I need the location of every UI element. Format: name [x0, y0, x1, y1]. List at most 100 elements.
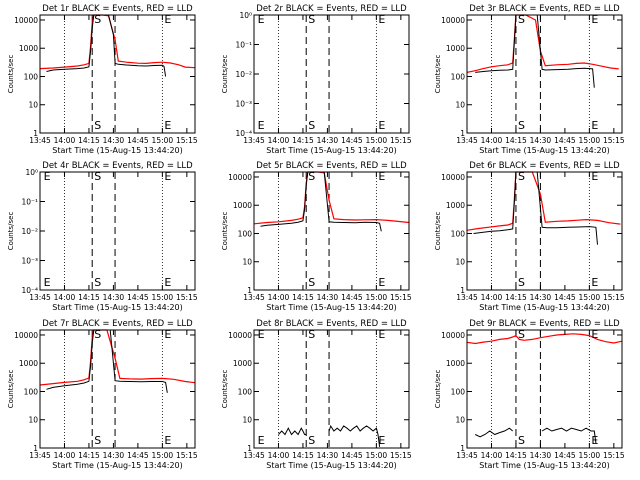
y-tick-label: 10000	[14, 16, 38, 25]
end-marker-label: E	[164, 13, 171, 26]
x-tick-label: 13:45	[456, 136, 478, 145]
x-tick-label: 14:45	[554, 293, 576, 302]
chart-title: Det 7r BLACK = Events, RED = LLD	[42, 319, 193, 329]
x-tick-label: 14:30	[530, 293, 552, 302]
x-tick-label: 14:30	[317, 451, 339, 460]
x-tick-label: 14:00	[268, 293, 290, 302]
y-tick-label: 1	[247, 286, 252, 295]
chart-title: Det 4r BLACK = Events, RED = LLD	[42, 161, 193, 171]
chart-panel: Det 5r BLACK = Events, RED = LLD 1 10 100 10…	[221, 161, 412, 312]
start-marker-label: S	[308, 434, 315, 447]
plot-frame	[39, 171, 196, 291]
x-tick-label: 14:15	[78, 293, 100, 302]
x-tick-label: 15:15	[603, 293, 625, 302]
plot-frame	[253, 329, 410, 449]
x-tick-label: 14:30	[530, 451, 552, 460]
y-tick-label: 10⁻²	[21, 227, 38, 236]
y-tick-label: 10⁻³	[21, 257, 38, 266]
end-marker-label: E	[591, 328, 598, 341]
x-axis-title: Start Time (15-Aug-15 13:44:20)	[52, 146, 183, 155]
start-marker-label: S	[308, 13, 315, 26]
x-tick-label: 14:15	[505, 136, 527, 145]
start-marker-label: S	[94, 170, 101, 183]
y-tick-label: 10⁻⁴	[235, 129, 252, 138]
y-tick-label: 10⁰	[25, 168, 38, 177]
start-marker-label: S	[518, 328, 525, 341]
x-tick-label: 14:00	[54, 451, 76, 460]
chart-title: Det 3r BLACK = Events, RED = LLD	[469, 4, 620, 14]
end-marker-label: E	[164, 119, 171, 132]
x-tick-label: 14:15	[292, 451, 314, 460]
y-axis-title: Counts/sec	[221, 55, 229, 94]
y-tick-label: 10000	[228, 331, 252, 340]
x-tick-label: 14:45	[127, 136, 149, 145]
end-marker-label: E	[591, 276, 598, 289]
y-tick-label: 10	[455, 101, 465, 110]
y-tick-label: 10	[28, 416, 38, 425]
x-tick-label: 14:00	[481, 293, 503, 302]
x-tick-label: 14:15	[505, 451, 527, 460]
x-tick-label: 14:30	[103, 451, 125, 460]
y-tick-label: 1	[460, 286, 465, 295]
start-marker-label: S	[308, 170, 315, 183]
x-tick-label: 14:30	[317, 293, 339, 302]
end-marker-label: E	[378, 170, 385, 183]
y-tick-label: 10⁰	[239, 11, 252, 20]
end-marker-label: E	[378, 328, 385, 341]
plot-frame	[466, 329, 623, 449]
events-series-line	[260, 171, 382, 232]
chart-panel: Det 2r BLACK = Events, RED = LLD 10⁰ 10⁻¹ 1…	[221, 4, 412, 155]
start-marker-label: S	[518, 119, 525, 132]
start-marker-label: S	[518, 276, 525, 289]
start-marker-label: S	[94, 119, 101, 132]
chart-panel: Det 4r BLACK = Events, RED = LLD 10⁰ 10⁻¹ 1…	[7, 161, 198, 312]
end-marker-label: E	[258, 119, 265, 132]
y-axis-title: Counts/sec	[434, 55, 442, 94]
y-tick-label: 1000	[233, 201, 252, 210]
y-tick-label: 1	[247, 444, 252, 453]
x-tick-label: 14:00	[268, 136, 290, 145]
x-tick-label: 14:45	[554, 451, 576, 460]
y-axis-title: Counts/sec	[221, 212, 229, 251]
y-tick-label: 10⁻²	[235, 70, 252, 79]
x-tick-label: 14:15	[78, 136, 100, 145]
y-tick-label: 1000	[19, 359, 38, 368]
start-marker-label: S	[308, 119, 315, 132]
chart-panel: Det 3r BLACK = Events, RED = LLD 1 10 100 10…	[434, 4, 625, 155]
chart-title: Det 2r BLACK = Events, RED = LLD	[256, 4, 407, 14]
y-tick-label: 100	[238, 387, 253, 396]
events-series-line	[46, 14, 167, 77]
end-marker-label: E	[258, 434, 265, 447]
chart-panel: Det 7r BLACK = Events, RED = LLD 1 10 100 10…	[7, 319, 198, 470]
x-tick-label: 13:45	[29, 293, 51, 302]
start-marker-label: S	[94, 13, 101, 26]
plot-frame	[39, 14, 196, 134]
y-tick-label: 10	[455, 416, 465, 425]
lld-series-line	[39, 329, 196, 386]
x-tick-label: 14:45	[127, 451, 149, 460]
x-tick-label: 15:00	[366, 451, 388, 460]
x-tick-label: 14:00	[481, 451, 503, 460]
x-tick-label: 15:00	[366, 293, 388, 302]
y-tick-label: 10	[242, 258, 252, 267]
x-tick-label: 15:15	[603, 451, 625, 460]
y-axis-title: Counts/sec	[434, 370, 442, 409]
y-tick-label: 10000	[441, 16, 465, 25]
plot-frame	[253, 171, 410, 291]
y-tick-label: 10⁻¹	[21, 198, 38, 207]
x-axis-title: Start Time (15-Aug-15 13:44:20)	[266, 146, 397, 155]
end-marker-label: E	[164, 434, 171, 447]
x-tick-label: 13:45	[29, 136, 51, 145]
start-marker-label: S	[308, 328, 315, 341]
end-marker-label: E	[591, 170, 598, 183]
lld-series-line	[466, 333, 623, 345]
x-tick-label: 14:45	[341, 293, 363, 302]
start-marker-label: S	[518, 170, 525, 183]
end-marker-label: E	[378, 434, 385, 447]
events-series-line	[475, 14, 595, 88]
x-tick-label: 14:15	[292, 136, 314, 145]
x-tick-label: 14:30	[103, 293, 125, 302]
y-tick-label: 100	[24, 387, 39, 396]
x-axis-title: Start Time (15-Aug-15 13:44:20)	[52, 303, 183, 312]
y-axis-title: Counts/sec	[7, 212, 15, 251]
